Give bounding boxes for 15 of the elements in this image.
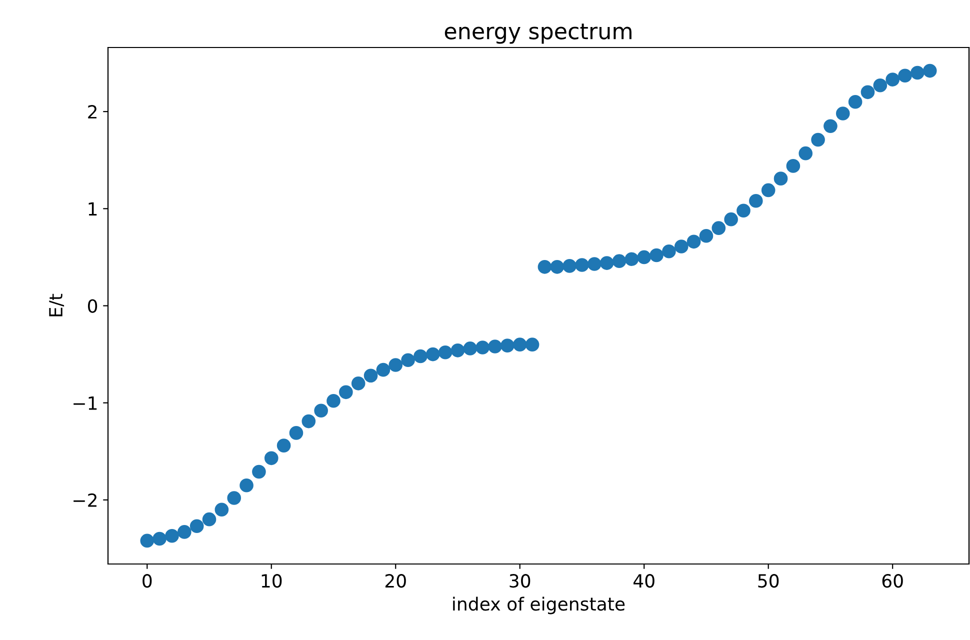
x-tick-label: 50 [758, 574, 779, 588]
y-axis-title: E/t [49, 294, 64, 316]
y-tick-label: −2 [74, 493, 96, 507]
y-tick-label: 0 [88, 299, 98, 313]
x-tick-label: 60 [882, 574, 903, 588]
x-tick-label: 20 [385, 574, 406, 588]
y-tick-label: −1 [74, 396, 97, 410]
y-tick-label: 1 [88, 202, 97, 216]
x-tick-label: 0 [142, 574, 152, 588]
y-tick-label: 2 [88, 105, 96, 118]
x-tick-label: 10 [262, 574, 282, 588]
x-tick-label: 40 [634, 574, 654, 588]
x-axis-title: index of eigenstate [453, 596, 625, 614]
x-tick-label: 30 [510, 574, 530, 588]
chart-title: energy spectrum [444, 24, 632, 44]
